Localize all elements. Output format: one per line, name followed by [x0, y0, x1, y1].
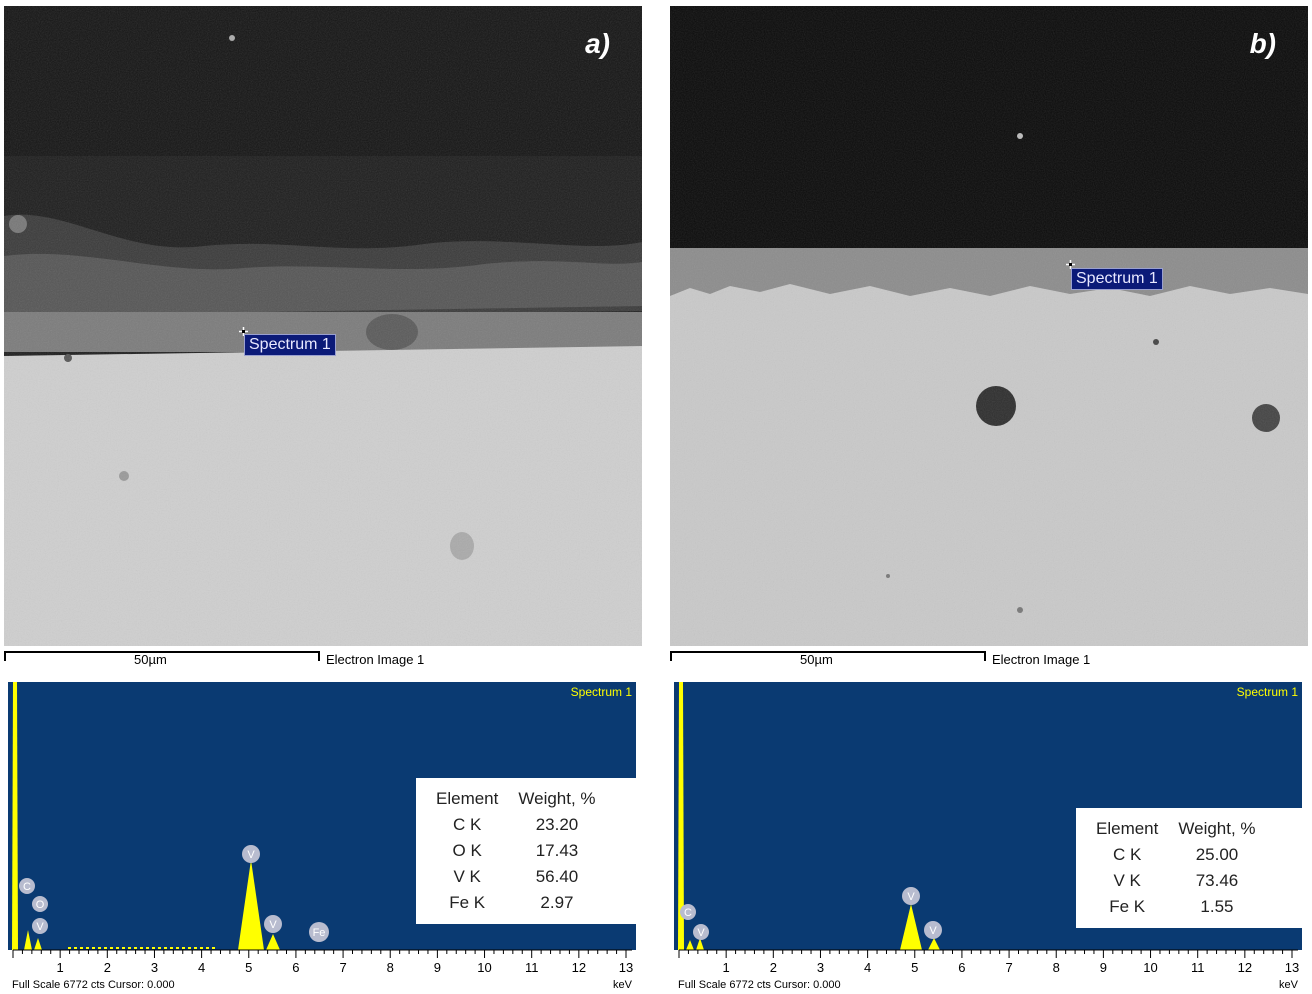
eds-spectrum-b: Spectrum 1 C V V V 1 2 3 4 5 6 7 8 9 10 11 12 13 Ful… [674, 682, 1306, 994]
eds-footer: Full Scale 6772 cts Cursor: 0.000 [12, 979, 175, 991]
tick-label: 1 [723, 960, 730, 975]
table-row: C K 23.20 [426, 812, 606, 838]
electron-image-a: a) Spectrum 1 [4, 6, 642, 646]
scale-bar: 50µm Electron Image 1 [670, 648, 1310, 672]
panel-letter: b) [1249, 28, 1276, 59]
tick-label: 3 [151, 960, 158, 975]
tick-label: 5 [245, 960, 252, 975]
element-cell: C K [453, 815, 482, 834]
scale-bar: 50µm Electron Image 1 [4, 648, 644, 672]
tick-label: 10 [477, 960, 491, 975]
weight-cell: 2.97 [540, 893, 574, 912]
tick-label: 5 [911, 960, 918, 975]
composition-table: Element Weight, % C K 23.20 O K 17.43 V … [416, 778, 640, 924]
electron-image-b: b) Spectrum 1 [670, 6, 1308, 646]
element-cell: V K [453, 867, 481, 886]
tick-label: 1 [57, 960, 64, 975]
peak-label-C: C [684, 907, 692, 919]
element-cell: O K [452, 841, 482, 860]
tick-label: 7 [1005, 960, 1012, 975]
tick-label: 2 [770, 960, 777, 975]
tick-label: 8 [387, 960, 394, 975]
element-cell: Fe K [1109, 897, 1146, 916]
scale-text: 50µm [800, 652, 833, 667]
tick-label: 3 [817, 960, 824, 975]
spectrum-label[interactable]: Spectrum 1 [244, 334, 336, 356]
peak-label-V: V [269, 919, 277, 931]
tick-label: 6 [958, 960, 965, 975]
spectrum-label[interactable]: Spectrum 1 [1071, 268, 1163, 290]
tick-label: 10 [1143, 960, 1157, 975]
crosshair-icon [239, 327, 248, 336]
tick-label: 9 [434, 960, 441, 975]
peak-label-O: O [36, 899, 45, 911]
image-caption: Electron Image 1 [992, 652, 1091, 667]
panel-a: a) Spectrum 1 50µm Electron Image 1 Spec… [4, 0, 646, 994]
tick-label: 11 [1191, 960, 1205, 975]
tick-label: 12 [572, 960, 586, 975]
table-row: Fe K 1.55 [1086, 894, 1266, 920]
weight-cell: 56.40 [535, 867, 579, 886]
peak-label-V: V [907, 891, 915, 903]
tick-label: 9 [1100, 960, 1107, 975]
tick-label: 2 [104, 960, 111, 975]
table-row: Fe K 2.97 [426, 890, 606, 916]
scale-text: 50µm [134, 652, 167, 667]
peak-label-V: V [697, 927, 705, 939]
table-header: Weight, % [1178, 819, 1256, 838]
weight-cell: 23.20 [535, 815, 579, 834]
element-cell: V K [1113, 871, 1141, 890]
composition-table: Element Weight, % C K 25.00 V K 73.46 Fe… [1076, 808, 1306, 928]
tick-label: 11 [525, 960, 539, 975]
tick-label: 13 [619, 960, 633, 975]
eds-title: Spectrum 1 [1237, 685, 1299, 699]
eds-unit: keV [613, 979, 633, 991]
weight-cell: 73.46 [1195, 871, 1239, 890]
weight-cell: 1.55 [1200, 897, 1234, 916]
element-cell: C K [1113, 845, 1142, 864]
tick-label: 8 [1053, 960, 1060, 975]
tick-label: 6 [292, 960, 299, 975]
panel-letter: a) [585, 28, 610, 59]
panel-b: b) Spectrum 1 50µm Electron Image 1 Spec… [670, 0, 1312, 994]
element-cell: Fe K [449, 893, 486, 912]
table-row: V K 73.46 [1086, 868, 1266, 894]
peak-label-V: V [36, 921, 44, 933]
tick-label: 4 [864, 960, 871, 975]
weight-cell: 17.43 [535, 841, 579, 860]
tick-label: 12 [1238, 960, 1252, 975]
tick-label: 7 [339, 960, 346, 975]
weight-cell: 25.00 [1195, 845, 1239, 864]
eds-spectrum-a: Spectrum 1 C O V V V Fe 1 2 3 4 5 6 7 8 9 10 11 12 1… [8, 682, 640, 994]
eds-footer: Full Scale 6772 cts Cursor: 0.000 [678, 979, 841, 991]
table-header: Element [436, 789, 499, 808]
table-header: Element [1096, 819, 1159, 838]
eds-unit: keV [1279, 979, 1299, 991]
crosshair-icon [1066, 260, 1075, 269]
table-row: V K 56.40 [426, 864, 606, 890]
table-row: O K 17.43 [426, 838, 606, 864]
table-header: Weight, % [518, 789, 596, 808]
image-caption: Electron Image 1 [326, 652, 425, 667]
tick-label: 4 [198, 960, 205, 975]
peak-label-Fe: Fe [313, 927, 326, 939]
tick-label: 13 [1285, 960, 1299, 975]
peak-label-V: V [929, 925, 937, 937]
peak-label-V: V [247, 849, 255, 861]
table-row: C K 25.00 [1086, 842, 1266, 868]
peak-label-C: C [23, 881, 31, 893]
eds-title: Spectrum 1 [571, 685, 633, 699]
